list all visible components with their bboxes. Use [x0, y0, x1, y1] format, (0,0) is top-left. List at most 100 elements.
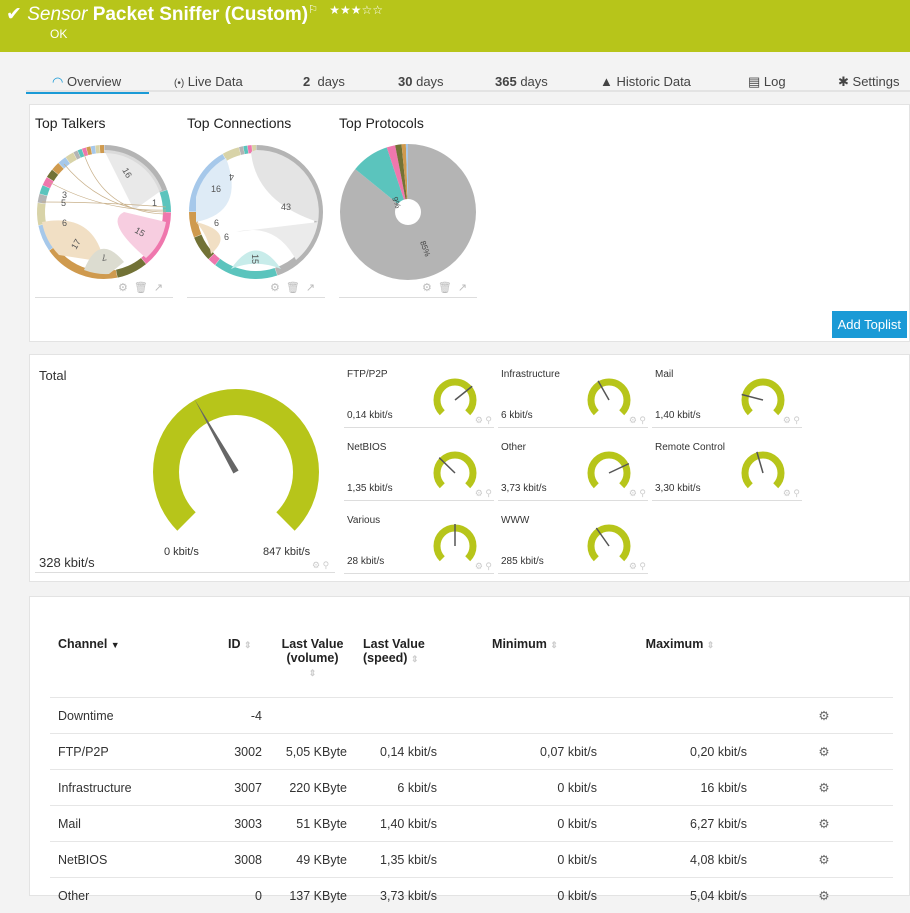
channel-settings-icon[interactable]: ⚙	[755, 770, 893, 806]
gauge-arc	[166, 402, 306, 521]
gauge-tools[interactable]: ⚙ ⚲	[475, 488, 492, 499]
gauge-tools[interactable]: ⚙ ⚲	[629, 488, 646, 499]
cell: 49 KByte	[270, 842, 355, 878]
channels-panel: Channel ▼ ID ⇕ Last Value (volume)⇕ Last…	[29, 596, 910, 896]
gauge-dial	[586, 523, 632, 569]
col-id[interactable]: ID ⇕	[220, 627, 270, 698]
gauge-dial	[432, 450, 478, 496]
top-protocols-pie[interactable]: 85% 9%	[339, 143, 477, 281]
sensor-prefix: Sensor	[27, 4, 87, 25]
gauge-value: 0,14 kbit/s	[347, 410, 393, 421]
gauge-tools[interactable]: ⚙ ⚲	[475, 561, 492, 572]
divider	[339, 297, 477, 298]
tab-live-data[interactable]: (•) Live Data	[174, 74, 243, 89]
sensor-title: ✔ Sensor Packet Sniffer (Custom)⚐ ★★★☆☆	[6, 3, 383, 26]
gauge-tools[interactable]: ⚙ ⚲	[629, 561, 646, 572]
tab-settings[interactable]: ✱ Settings	[838, 74, 900, 90]
top-protocols-title: Top Protocols	[339, 115, 424, 131]
chord-label: 6	[214, 218, 219, 228]
gauges-panel: Total 0 kbit/s 847 kbit/s 328 kbit/s ⚙ ⚲…	[29, 354, 910, 582]
cell: 0,14 kbit/s	[355, 734, 445, 770]
channel-settings-icon[interactable]: ⚙	[755, 806, 893, 842]
channel-gauge[interactable]: Other 3,73 kbit/s ⚙ ⚲	[498, 428, 648, 501]
tab-overview[interactable]: ◠ Overview	[26, 74, 149, 94]
top-talkers-title: Top Talkers	[35, 115, 106, 131]
channel-settings-icon[interactable]: ⚙	[755, 734, 893, 770]
channel-gauge[interactable]: FTP/P2P 0,14 kbit/s ⚙ ⚲	[344, 355, 494, 428]
gauge-name: Various	[347, 515, 380, 526]
gauge-name: WWW	[501, 515, 529, 526]
divider	[35, 297, 173, 298]
flag-icon[interactable]: ⚐	[308, 4, 318, 16]
col-minimum[interactable]: Minimum ⇕	[445, 627, 605, 698]
toplist-tools[interactable]: ⚙🗑↗	[422, 281, 473, 294]
channel-gauge[interactable]: Infrastructure 6 kbit/s ⚙ ⚲	[498, 355, 648, 428]
tab-2-days[interactable]: 2 days	[303, 74, 345, 89]
col-maximum[interactable]: Maximum ⇕	[605, 627, 755, 698]
total-value: 328 kbit/s	[39, 555, 95, 570]
gauge-tools[interactable]: ⚙ ⚲	[475, 415, 492, 426]
gauge-value: 3,30 kbit/s	[655, 483, 701, 494]
gauge-tools[interactable]: ⚙ ⚲	[629, 415, 646, 426]
table-row[interactable]: Downtime-4⚙	[50, 698, 893, 734]
add-toplist-button[interactable]: Add Toplist	[832, 311, 907, 338]
status-text: OK	[50, 27, 67, 41]
tab-30-days[interactable]: 30 days	[398, 74, 444, 89]
channel-gauge[interactable]: WWW 285 kbit/s ⚙ ⚲	[498, 501, 648, 574]
channel-gauge[interactable]: Remote Control 3,30 kbit/s ⚙ ⚲	[652, 428, 802, 501]
log-icon: ▤	[748, 74, 760, 89]
ring-segment	[91, 150, 95, 151]
cell: 3,73 kbit/s	[355, 878, 445, 913]
priority-stars[interactable]: ★★★☆☆	[329, 3, 383, 17]
sort-icon: ⇕	[309, 668, 317, 678]
gauge-dial	[586, 450, 632, 496]
cell: 137 KByte	[270, 878, 355, 913]
col-last-volume[interactable]: Last Value (volume)⇕	[270, 627, 355, 698]
channel-settings-icon[interactable]: ⚙	[755, 878, 893, 913]
top-connections-chord[interactable]: 43 15 6 6 16 4	[187, 143, 325, 281]
ring-segment	[41, 203, 42, 224]
chord-label: 43	[281, 202, 291, 212]
col-last-speed[interactable]: Last Value (speed) ⇕	[355, 627, 445, 698]
gauge-name: FTP/P2P	[347, 369, 388, 380]
channel-settings-icon[interactable]: ⚙	[755, 698, 893, 734]
ring-segment	[50, 172, 55, 179]
gauge-tools[interactable]: ⚙ ⚲	[312, 560, 329, 571]
channel-settings-icon[interactable]: ⚙	[755, 842, 893, 878]
total-gauge	[146, 387, 326, 532]
channel-gauge[interactable]: Various 28 kbit/s ⚙ ⚲	[344, 501, 494, 574]
col-channel[interactable]: Channel ▼	[50, 627, 220, 698]
channels-table: Channel ▼ ID ⇕ Last Value (volume)⇕ Last…	[50, 627, 893, 913]
tab-bar: ◠ Overview (•) Live Data 2 days 30 days …	[26, 70, 910, 92]
channel-gauge[interactable]: Mail 1,40 kbit/s ⚙ ⚲	[652, 355, 802, 428]
gauge-value: 28 kbit/s	[347, 556, 384, 567]
gauge-tools[interactable]: ⚙ ⚲	[783, 415, 800, 426]
divider	[187, 297, 325, 298]
toplist-tools[interactable]: ⚙🗑↗	[118, 281, 169, 294]
gauge-name: NetBIOS	[347, 442, 386, 453]
cell	[445, 698, 605, 734]
gauge-tools[interactable]: ⚙ ⚲	[783, 488, 800, 499]
tab-log[interactable]: ▤ Log	[748, 74, 786, 90]
tab-historic-data[interactable]: ▲ Historic Data	[600, 74, 691, 89]
cell: 5,04 kbit/s	[605, 878, 755, 913]
gauge-arc	[437, 382, 473, 413]
cell: 4,08 kbit/s	[605, 842, 755, 878]
channel-gauge[interactable]: NetBIOS 1,35 kbit/s ⚙ ⚲	[344, 428, 494, 501]
tab-365-days[interactable]: 365 days	[495, 74, 548, 89]
cell: NetBIOS	[50, 842, 220, 878]
top-talkers-chord[interactable]: 16 1 15 7 17 6 5 3	[35, 143, 173, 281]
chord-label: 4	[229, 172, 234, 182]
sort-desc-icon: ▼	[111, 640, 120, 650]
top-connections-title: Top Connections	[187, 115, 291, 131]
ring-segment	[83, 151, 87, 152]
toplist-tools[interactable]: ⚙🗑↗	[270, 281, 321, 294]
gauge-dial	[432, 523, 478, 569]
divider	[35, 572, 335, 573]
gauge-dial	[740, 377, 786, 423]
